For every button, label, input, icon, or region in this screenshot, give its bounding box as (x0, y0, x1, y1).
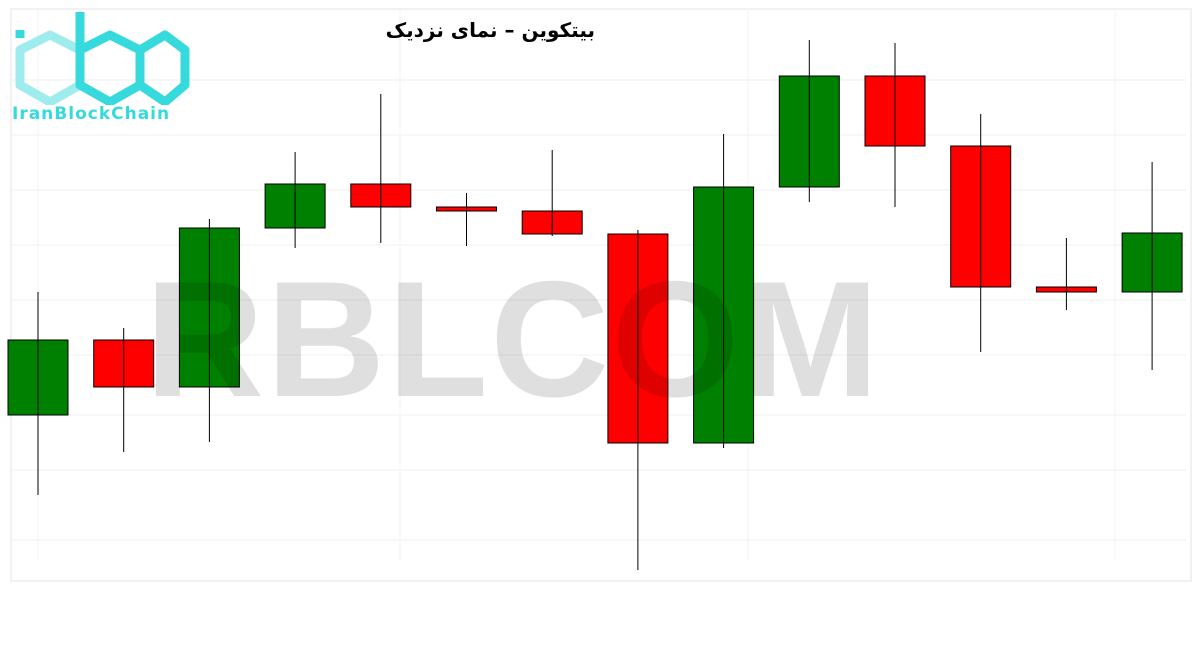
candle-2 (93, 328, 155, 452)
candle-5 (350, 94, 412, 243)
candle-7 (521, 150, 583, 236)
candle-6 (436, 193, 497, 246)
iranblockchain-logo-icon (15, 12, 190, 105)
candle-4 (264, 152, 326, 248)
chart-frame (10, 8, 1192, 582)
logo-text: IranBlockChain (12, 104, 171, 124)
candle-8 (607, 230, 669, 570)
candle-3 (178, 219, 240, 442)
candles (7, 40, 1183, 570)
candle-11 (864, 43, 926, 207)
candle-1 (7, 292, 69, 495)
chart-title: بیتکوین – نمای نزدیک (385, 18, 595, 42)
candle-9 (693, 134, 755, 448)
watermark: RBLCOM (145, 247, 882, 431)
candle-14 (1121, 162, 1183, 370)
candle-10 (778, 40, 840, 202)
candle-12 (950, 114, 1012, 352)
candle-13 (1035, 238, 1097, 310)
